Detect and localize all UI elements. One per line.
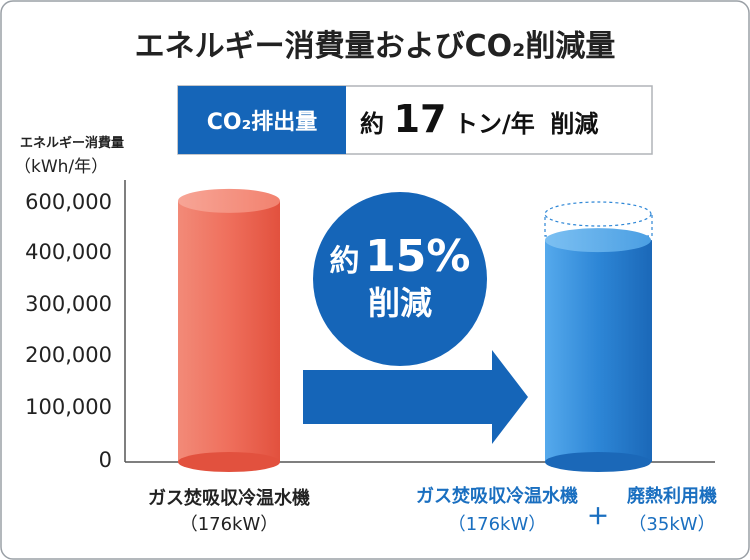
bar-left — [178, 188, 280, 472]
reduction-badge-line2: 削減 — [368, 284, 432, 322]
bar-right-base — [545, 452, 651, 472]
y-axis-title-line2: （kWh/年） — [14, 157, 108, 177]
reduction-badge-circle — [313, 192, 487, 366]
co2-banner-label: CO₂排出量 — [207, 110, 317, 135]
reduction-outline-top — [544, 201, 652, 227]
y-tick-label: 0 — [99, 448, 112, 472]
co2-value-unit: トン/年 — [454, 110, 535, 138]
badge-prefix: 約 — [330, 244, 360, 279]
co2-banner: CO₂排出量 約 17 トン/年 削減 — [177, 85, 653, 155]
bar-left-body — [178, 200, 280, 462]
category-plus-sign: ＋ — [587, 505, 609, 530]
bar-left-base — [178, 452, 280, 472]
y-tick-label: 100,000 — [25, 395, 112, 419]
reduction-badge: 約 15% 削減 — [313, 192, 487, 366]
bar-right — [544, 201, 653, 472]
y-tick-label: 300,000 — [25, 292, 112, 316]
co2-value-number: 17 — [394, 97, 447, 141]
chart-title: エネルギー消費量およびCO₂削減量 — [135, 29, 616, 64]
category-label-right-line1: ガス焚吸収冷温水機 — [416, 485, 578, 507]
co2-value-prefix: 約 — [360, 110, 384, 138]
category-label-left-line2: （176kW） — [180, 514, 279, 535]
y-tick-label: 200,000 — [25, 343, 112, 367]
reduction-badge-line1: 約 15% — [330, 231, 471, 282]
y-axis-title-line1: エネルギー消費量 — [20, 135, 124, 151]
category-label-extra-line1: 廃熱利用機 — [627, 485, 717, 507]
bar-right-top — [545, 228, 651, 253]
bar-right-body — [545, 240, 652, 462]
y-tick-label: 400,000 — [25, 240, 112, 264]
co2-value-suffix: 削減 — [550, 110, 598, 138]
badge-percent: 15% — [365, 231, 470, 282]
category-label-left-line1: ガス焚吸収冷温水機 — [148, 487, 310, 509]
category-label-extra-line2: （35kW） — [628, 514, 715, 535]
bar-left-top — [178, 188, 280, 213]
co2-banner-value: 約 17 トン/年 削減 — [360, 97, 598, 141]
reduction-arrow — [303, 350, 528, 444]
category-label-right-line2: （176kW） — [448, 514, 547, 535]
co2-banner-label-box — [178, 86, 346, 154]
y-tick-label: 600,000 — [25, 190, 112, 214]
